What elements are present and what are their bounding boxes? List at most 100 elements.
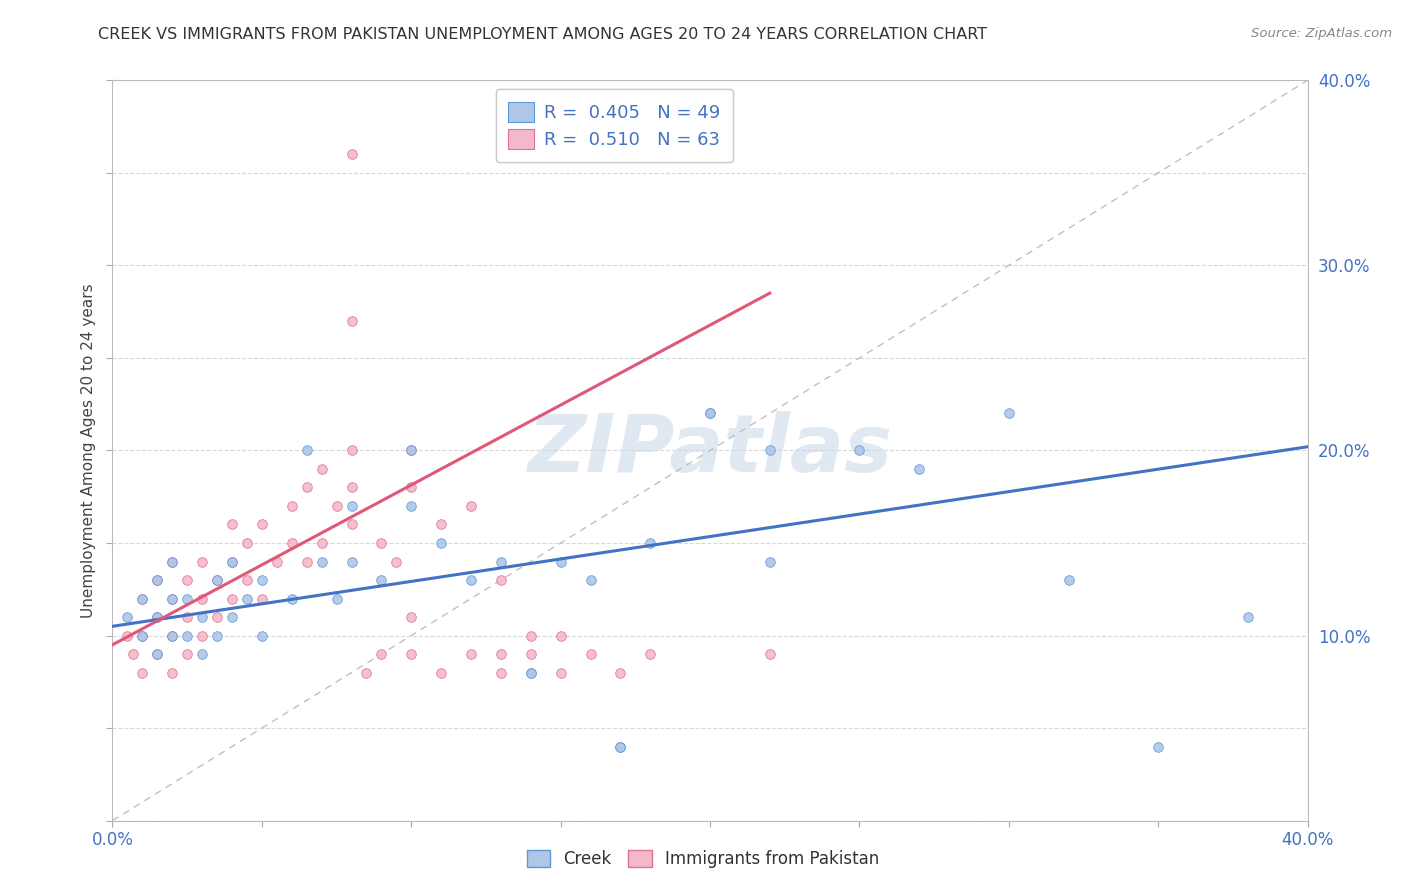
Point bbox=[609, 665, 631, 680]
Point bbox=[146, 610, 169, 624]
Point bbox=[340, 517, 363, 532]
Point bbox=[520, 665, 543, 680]
Point bbox=[640, 536, 662, 550]
Point bbox=[401, 443, 423, 458]
Point bbox=[221, 554, 243, 569]
Point bbox=[295, 443, 318, 458]
Point bbox=[131, 628, 153, 642]
Point bbox=[579, 647, 602, 661]
Point bbox=[385, 554, 408, 569]
Point bbox=[550, 554, 572, 569]
Point bbox=[908, 462, 931, 476]
Point bbox=[191, 610, 214, 624]
Point bbox=[131, 665, 153, 680]
Point bbox=[640, 647, 662, 661]
Point bbox=[162, 665, 183, 680]
Point bbox=[162, 591, 183, 606]
Point bbox=[266, 554, 288, 569]
Point bbox=[131, 591, 153, 606]
Legend: R =  0.405   N = 49, R =  0.510   N = 63: R = 0.405 N = 49, R = 0.510 N = 63 bbox=[495, 89, 734, 161]
Point bbox=[699, 407, 721, 421]
Point bbox=[401, 610, 423, 624]
Point bbox=[311, 536, 333, 550]
Point bbox=[281, 591, 304, 606]
Text: Source: ZipAtlas.com: Source: ZipAtlas.com bbox=[1251, 27, 1392, 40]
Point bbox=[191, 554, 214, 569]
Point bbox=[370, 573, 392, 587]
Point bbox=[311, 554, 333, 569]
Point bbox=[401, 647, 423, 661]
Point bbox=[205, 573, 228, 587]
Point bbox=[146, 647, 169, 661]
Point bbox=[848, 443, 870, 458]
Point bbox=[489, 554, 512, 569]
Point bbox=[205, 610, 228, 624]
Point bbox=[1237, 610, 1260, 624]
Point bbox=[311, 462, 333, 476]
Point bbox=[340, 443, 363, 458]
Point bbox=[117, 610, 139, 624]
Point bbox=[250, 628, 273, 642]
Point bbox=[131, 628, 153, 642]
Point bbox=[191, 628, 214, 642]
Text: CREEK VS IMMIGRANTS FROM PAKISTAN UNEMPLOYMENT AMONG AGES 20 TO 24 YEARS CORRELA: CREEK VS IMMIGRANTS FROM PAKISTAN UNEMPL… bbox=[98, 27, 987, 42]
Point bbox=[759, 443, 782, 458]
Point bbox=[191, 647, 214, 661]
Point bbox=[176, 647, 198, 661]
Point bbox=[460, 647, 482, 661]
Point bbox=[122, 647, 145, 661]
Point bbox=[205, 573, 228, 587]
Point bbox=[699, 407, 721, 421]
Point bbox=[162, 554, 183, 569]
Point bbox=[117, 628, 139, 642]
Point bbox=[221, 610, 243, 624]
Point bbox=[401, 499, 423, 513]
Point bbox=[295, 554, 318, 569]
Point bbox=[609, 739, 631, 754]
Point bbox=[340, 554, 363, 569]
Point bbox=[430, 665, 453, 680]
Point bbox=[146, 647, 169, 661]
Point bbox=[281, 499, 304, 513]
Point bbox=[250, 573, 273, 587]
Point bbox=[162, 628, 183, 642]
Point bbox=[520, 628, 543, 642]
Point bbox=[176, 573, 198, 587]
Point bbox=[356, 665, 378, 680]
Point bbox=[520, 647, 543, 661]
Point bbox=[221, 554, 243, 569]
Point bbox=[250, 591, 273, 606]
Legend: Creek, Immigrants from Pakistan: Creek, Immigrants from Pakistan bbox=[520, 843, 886, 875]
Point bbox=[325, 591, 347, 606]
Point bbox=[489, 647, 512, 661]
Point bbox=[370, 647, 392, 661]
Point bbox=[146, 610, 169, 624]
Point bbox=[162, 591, 183, 606]
Point bbox=[1057, 573, 1080, 587]
Point bbox=[401, 481, 423, 495]
Point bbox=[489, 665, 512, 680]
Point bbox=[489, 573, 512, 587]
Point bbox=[250, 517, 273, 532]
Point bbox=[370, 536, 392, 550]
Point bbox=[236, 536, 259, 550]
Point bbox=[281, 536, 304, 550]
Point bbox=[221, 517, 243, 532]
Point bbox=[609, 739, 631, 754]
Point bbox=[430, 517, 453, 532]
Point bbox=[162, 628, 183, 642]
Point bbox=[460, 573, 482, 587]
Point bbox=[550, 628, 572, 642]
Point bbox=[146, 573, 169, 587]
Point bbox=[460, 499, 482, 513]
Text: ZIPatlas: ZIPatlas bbox=[527, 411, 893, 490]
Point bbox=[236, 573, 259, 587]
Point bbox=[998, 407, 1021, 421]
Point bbox=[520, 665, 543, 680]
Point bbox=[176, 610, 198, 624]
Point bbox=[340, 147, 363, 161]
Point bbox=[221, 591, 243, 606]
Point bbox=[131, 591, 153, 606]
Point bbox=[340, 481, 363, 495]
Point bbox=[1147, 739, 1170, 754]
